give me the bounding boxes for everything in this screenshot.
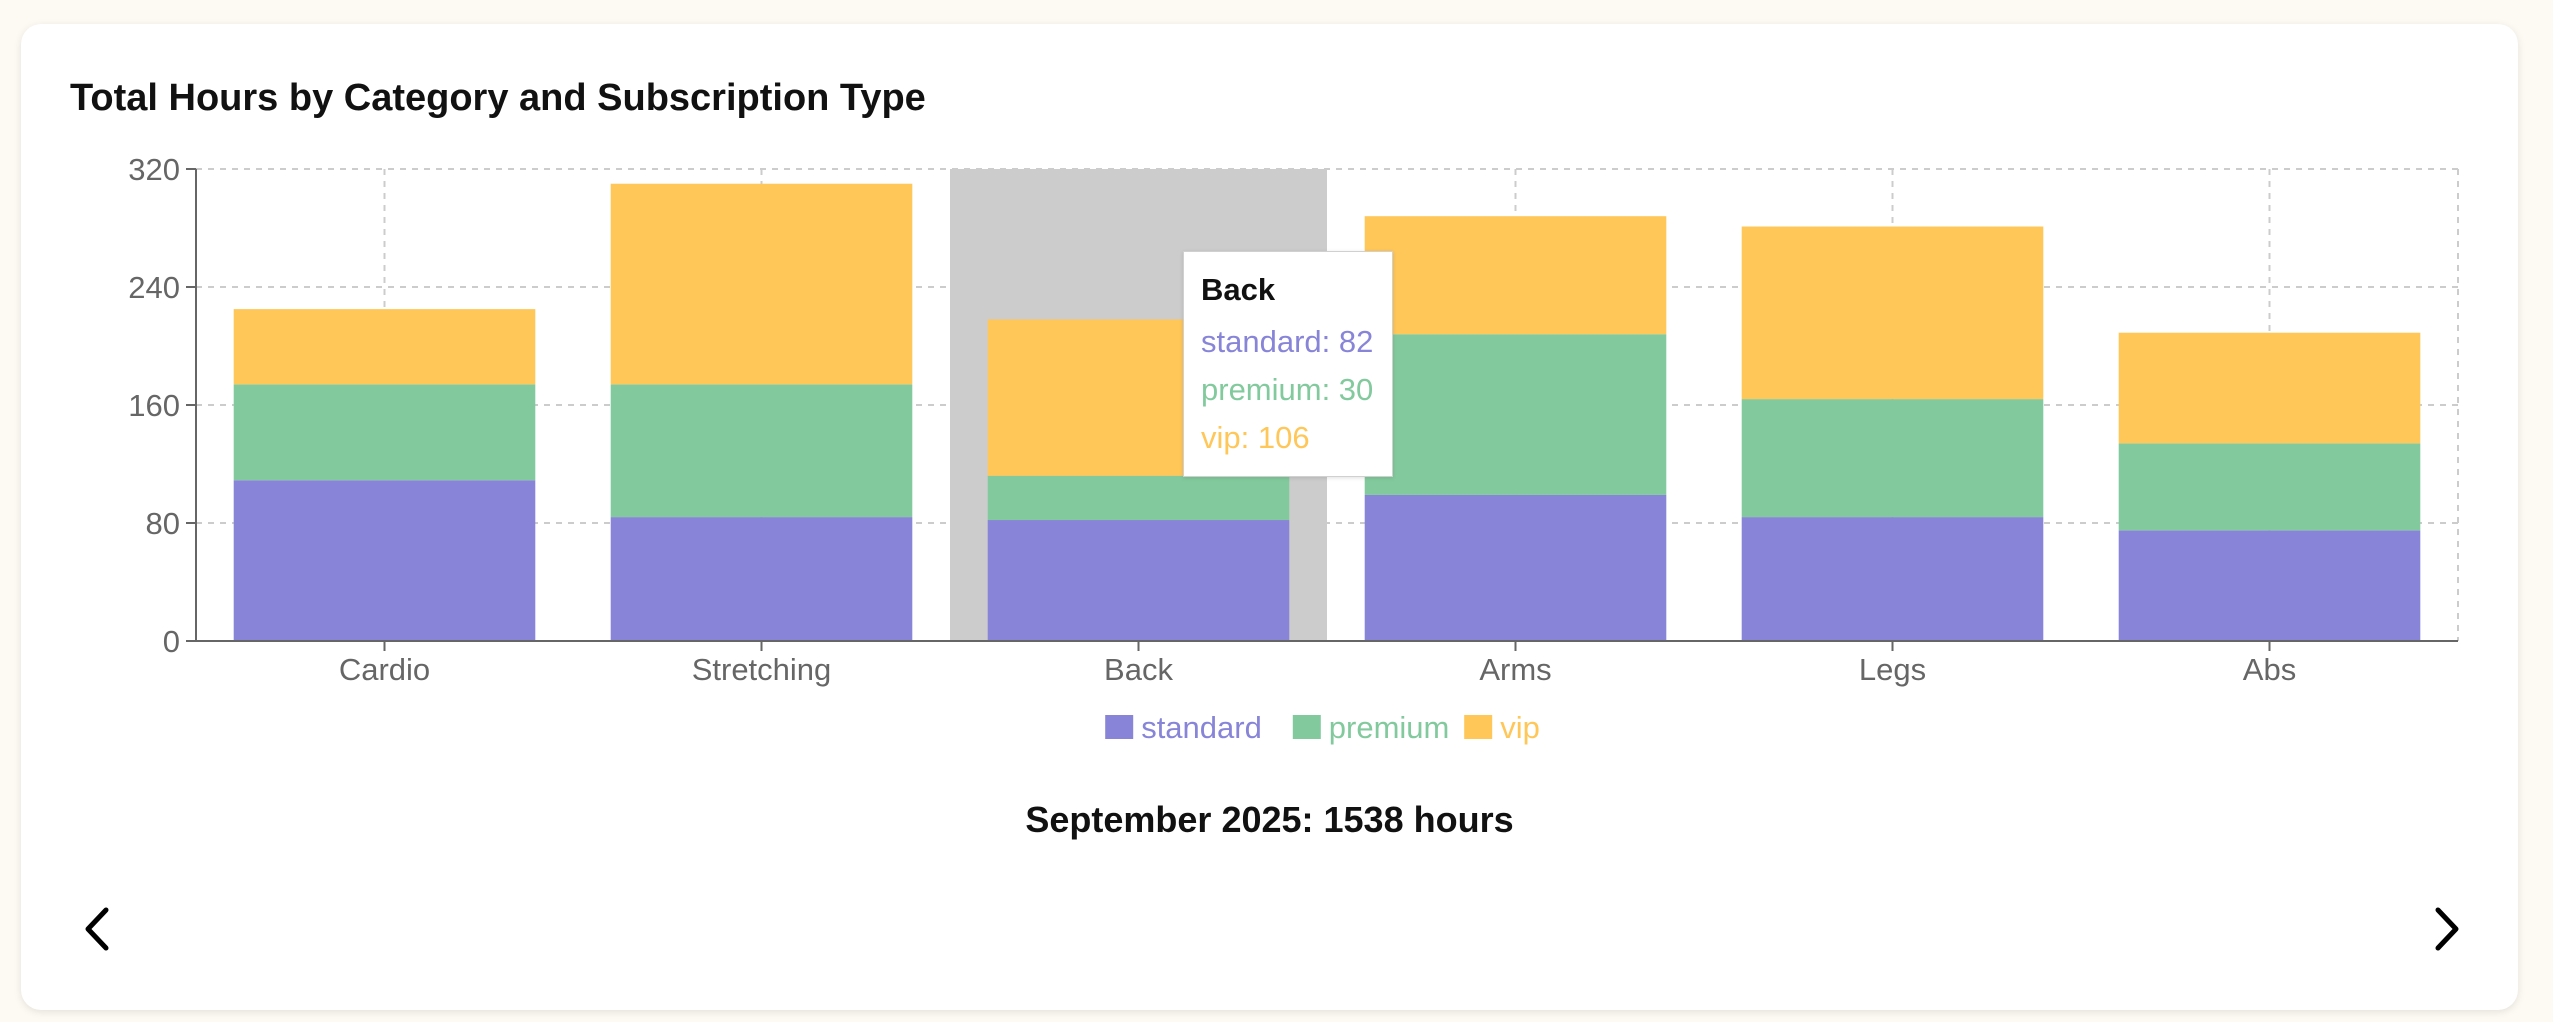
chevron-left-icon: [85, 907, 109, 951]
x-tick-label-stretching: Stretching: [692, 652, 832, 687]
period-summary: September 2025: 1538 hours: [1025, 799, 1514, 840]
legend-label-premium: premium: [1329, 710, 1450, 745]
bar-standard-cardio: [233, 480, 536, 641]
legend-swatch-vip: [1464, 715, 1493, 739]
tooltip-premium: premium: 30: [1201, 372, 1374, 407]
y-tick-label: 160: [128, 388, 180, 423]
legend-label-standard: standard: [1141, 710, 1262, 745]
bar-vip-legs: [1741, 226, 2044, 400]
chart-card: Total Hours by Category and Subscription…: [21, 24, 2518, 1010]
bar-premium-abs: [2118, 443, 2421, 531]
tooltip-vip: vip: 106: [1201, 420, 1310, 455]
bar-standard-legs: [1741, 517, 2044, 641]
legend-label-vip: vip: [1500, 710, 1540, 745]
x-tick-label-legs: Legs: [1859, 652, 1926, 687]
next-month-button[interactable]: [2416, 894, 2476, 964]
bar-premium-arms: [1364, 334, 1667, 495]
x-tick-label-abs: Abs: [2243, 652, 2296, 687]
chart-title: Total Hours by Category and Subscription…: [70, 77, 926, 119]
bar-premium-back: [987, 475, 1290, 521]
bar-vip-abs: [2118, 332, 2421, 444]
legend-swatch-standard: [1105, 715, 1134, 739]
bar-standard-stretching: [610, 517, 913, 641]
previous-month-button[interactable]: [68, 894, 128, 964]
tooltip-title: Back: [1201, 272, 1276, 307]
bar-vip-cardio: [233, 309, 536, 385]
y-tick-label: 80: [146, 506, 180, 541]
x-tick-label-back: Back: [1104, 652, 1173, 687]
bar-premium-cardio: [233, 384, 536, 481]
bar-standard-back: [987, 520, 1290, 641]
chart-tooltip: Back standard: 82 premium: 30 vip: 106: [1183, 251, 1393, 477]
bar-vip-stretching: [610, 183, 913, 385]
bar-vip-arms: [1364, 216, 1667, 335]
x-tick-label-cardio: Cardio: [339, 652, 430, 687]
bar-standard-abs: [2118, 530, 2421, 641]
bar-premium-legs: [1741, 399, 2044, 518]
bar-premium-stretching: [610, 384, 913, 518]
bar-standard-arms: [1364, 494, 1667, 641]
tooltip-standard: standard: 82: [1201, 324, 1374, 359]
legend-swatch-premium: [1292, 715, 1321, 739]
y-tick-label: 240: [128, 270, 180, 305]
x-tick-label-arms: Arms: [1479, 652, 1551, 687]
chevron-right-icon: [2435, 907, 2459, 951]
y-tick-label: 320: [128, 152, 180, 187]
y-tick-label: 0: [163, 624, 180, 659]
